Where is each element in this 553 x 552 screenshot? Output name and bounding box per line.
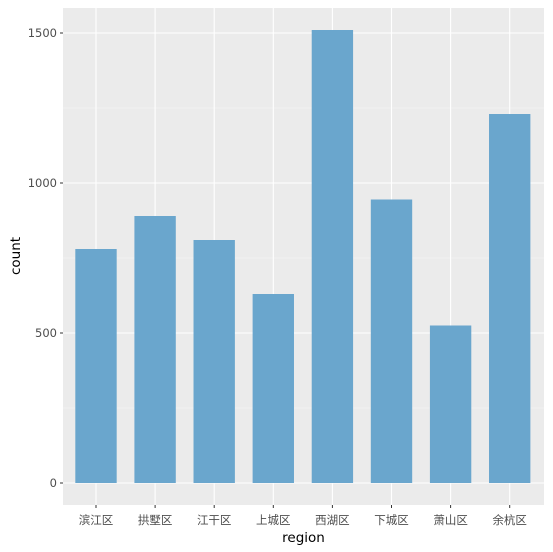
y-axis-title: count [8, 237, 24, 275]
y-tick-label-3: 1500 [28, 26, 57, 40]
y-tick-label-0: 0 [50, 476, 57, 490]
bar-4 [311, 30, 354, 483]
bars [75, 30, 531, 483]
bar-3 [252, 294, 294, 483]
bar-0 [75, 249, 117, 483]
bar-5 [370, 199, 413, 483]
x-tick-label-7: 余杭区 [492, 513, 527, 527]
x-tick-label-2: 江干区 [197, 513, 232, 527]
bar-7 [489, 114, 531, 483]
bar-1 [134, 216, 176, 483]
x-tick-label-0: 滨江区 [79, 513, 114, 527]
y-axis: 0 500 1000 1500 [28, 26, 63, 490]
y-tick-label-2: 1000 [28, 176, 57, 190]
x-axis: 滨江区 拱墅区 江干区 上城区 西湖区 下城区 萧山区 余杭区 [79, 505, 527, 527]
x-tick-label-6: 萧山区 [433, 513, 468, 527]
x-tick-label-1: 拱墅区 [138, 513, 173, 527]
x-axis-title: region [282, 530, 325, 546]
x-tick-label-4: 西湖区 [315, 513, 350, 527]
x-tick-label-5: 下城区 [374, 513, 409, 527]
x-tick-label-3: 上城区 [256, 513, 291, 527]
bar-2 [193, 240, 235, 483]
bar-6 [429, 325, 472, 483]
y-tick-label-1: 500 [35, 326, 57, 340]
